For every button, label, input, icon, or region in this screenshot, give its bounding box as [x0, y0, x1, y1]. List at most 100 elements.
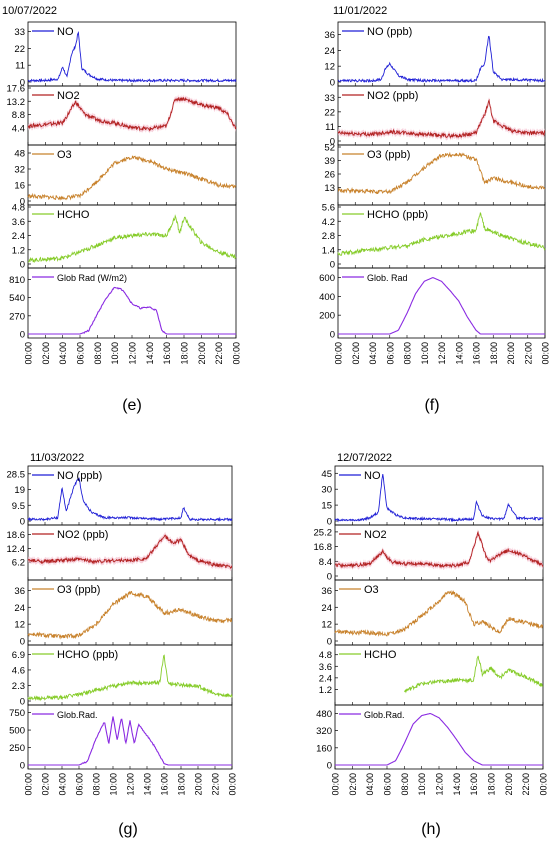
subplot-o3: 0 16 32 48 O3	[14, 144, 237, 208]
subplot-glob-rad: 0 250 500 750 Glob.Rad.	[9, 704, 233, 772]
y-tick-label: 28.5	[7, 469, 26, 480]
x-tick-label: 06:00	[75, 773, 85, 796]
legend-label: O3 (ppb)	[57, 584, 100, 596]
legend-label: NO (ppb)	[57, 470, 102, 482]
y-tick-label: 3.6	[319, 662, 332, 673]
x-tick-label: 12:00	[126, 773, 136, 796]
x-tick-label: 14:00	[145, 342, 155, 365]
y-tick-label: 12	[321, 620, 332, 631]
legend-label: NO	[57, 26, 74, 38]
x-tick-label: 22:00	[523, 342, 533, 365]
y-tick-label: 2.4	[319, 673, 332, 684]
y-tick-label: 0	[327, 572, 332, 583]
y-tick-label: 0	[20, 517, 25, 528]
panel-date-label: 11/01/2022	[333, 5, 387, 17]
x-tick-label: 04:00	[368, 342, 378, 365]
y-tick-label: 12.4	[7, 544, 26, 555]
chart-panel-f: 11/01/2022 (f) 0 12 24 36 NO (ppb) 0 11 22 33 NO2 (…	[319, 5, 550, 414]
y-tick-label: 11	[15, 61, 25, 72]
y-tick-label: 8.8	[12, 110, 25, 121]
subplot-hcho: 0 1.2 2.4 3.6 4.8 HCHO	[12, 203, 237, 271]
x-tick-label: 02:00	[351, 342, 361, 365]
legend-label: Glob.Rad.	[364, 710, 405, 720]
y-tick-label: 0	[20, 697, 25, 708]
y-tick-label: 17.6	[7, 84, 26, 95]
y-tick-label: 33	[14, 27, 25, 38]
y-tick-label: 4.2	[322, 217, 335, 228]
subplot-hcho-ppb: 0 1.4 2.8 4.2 5.6 HCHO (ppb)	[322, 203, 546, 271]
legend-label: NO2	[364, 529, 387, 541]
y-tick-label: 2.3	[12, 681, 25, 692]
subplot-no-ppb: 0 12 24 36 NO (ppb)	[324, 21, 546, 89]
x-tick-label: 16:00	[160, 773, 170, 796]
legend-label: NO	[364, 470, 381, 482]
x-tick-label: 14:00	[143, 773, 153, 796]
y-tick-label: 36	[321, 586, 332, 597]
y-tick-label: 16	[14, 181, 25, 192]
x-tick-label: 00:00	[331, 773, 341, 796]
legend-label: O3 (ppb)	[367, 149, 410, 161]
y-tick-label: 0	[327, 637, 332, 648]
y-tick-label: 18.6	[7, 530, 26, 541]
x-tick-label: 04:00	[58, 773, 68, 796]
series-line	[337, 98, 546, 140]
subplot-no2-ppb: 0 11 22 33 NO2 (ppb)	[324, 85, 546, 148]
legend-label: O3	[57, 149, 72, 161]
y-tick-label: 160	[316, 743, 332, 754]
subplot-glob-rad: 0 160 320 480 Glob.Rad.	[316, 704, 544, 772]
subplot-no2-ppb: 6.2 12.4 18.6 NO2 (ppb)	[7, 524, 233, 581]
y-tick-label: 4.8	[12, 203, 25, 214]
series-line	[27, 590, 233, 640]
x-tick-label: 16:00	[472, 342, 482, 365]
series-line	[334, 589, 544, 637]
x-tick-label: 00:00	[541, 342, 550, 365]
legend-label: Glob. Rad	[367, 273, 408, 283]
y-tick-label: 8.4	[319, 557, 332, 568]
x-tick-label: 00:00	[24, 342, 34, 365]
y-tick-label: 15	[321, 501, 332, 512]
y-tick-label: 0	[330, 330, 335, 341]
series-line	[27, 654, 233, 702]
x-tick-label: 08:00	[400, 773, 410, 796]
legend-label: Glob.Rad.	[57, 710, 98, 720]
y-tick-label: 0	[20, 330, 25, 341]
x-tick-label: 02:00	[41, 342, 51, 365]
y-tick-label: 0	[327, 761, 332, 772]
legend-label: O3	[364, 584, 379, 596]
subplot-hcho: 1.22.43.64.8 HCHO	[319, 644, 544, 706]
y-tick-label: 12	[324, 62, 335, 73]
y-tick-label: 36	[324, 30, 335, 41]
x-tick-label: 08:00	[93, 342, 103, 365]
y-tick-label: 6.2	[12, 558, 25, 569]
y-tick-label: 0	[20, 637, 25, 648]
y-tick-label: 250	[9, 743, 25, 754]
x-tick-label: 16:00	[162, 342, 172, 365]
subplot-o3-ppb: 0 12 24 36 O3 (ppb)	[14, 579, 233, 648]
series-line	[28, 716, 232, 766]
x-tick-label: 02:00	[41, 773, 51, 796]
y-tick-label: 5.6	[322, 203, 335, 214]
legend-label: HCHO (ppb)	[367, 209, 428, 221]
x-tick-label: 14:00	[454, 342, 464, 365]
x-tick-label: 08:00	[92, 773, 102, 796]
y-tick-label: 500	[9, 726, 25, 737]
x-tick-label: 06:00	[76, 342, 86, 365]
x-tick-label: 06:00	[383, 773, 393, 796]
y-tick-label: 2.4	[12, 231, 25, 242]
panel-letter-label: (f)	[424, 397, 439, 414]
uncertainty-band	[28, 94, 236, 134]
y-tick-label: 1.2	[12, 245, 25, 256]
x-tick-label: 22:00	[211, 773, 221, 796]
legend-label: HCHO	[364, 649, 397, 661]
x-tick-label: 00:00	[228, 773, 238, 796]
y-tick-label: 0	[20, 197, 25, 208]
y-tick-label: 750	[9, 708, 25, 719]
x-tick-label: 10:00	[417, 773, 427, 796]
y-tick-label: 480	[316, 709, 332, 720]
y-tick-label: 0	[20, 78, 25, 89]
y-tick-label: 0	[327, 517, 332, 528]
series-line	[28, 286, 236, 335]
subplot-no-ppb: 0 9.5 19 28.5 NO (ppb)	[7, 465, 233, 528]
